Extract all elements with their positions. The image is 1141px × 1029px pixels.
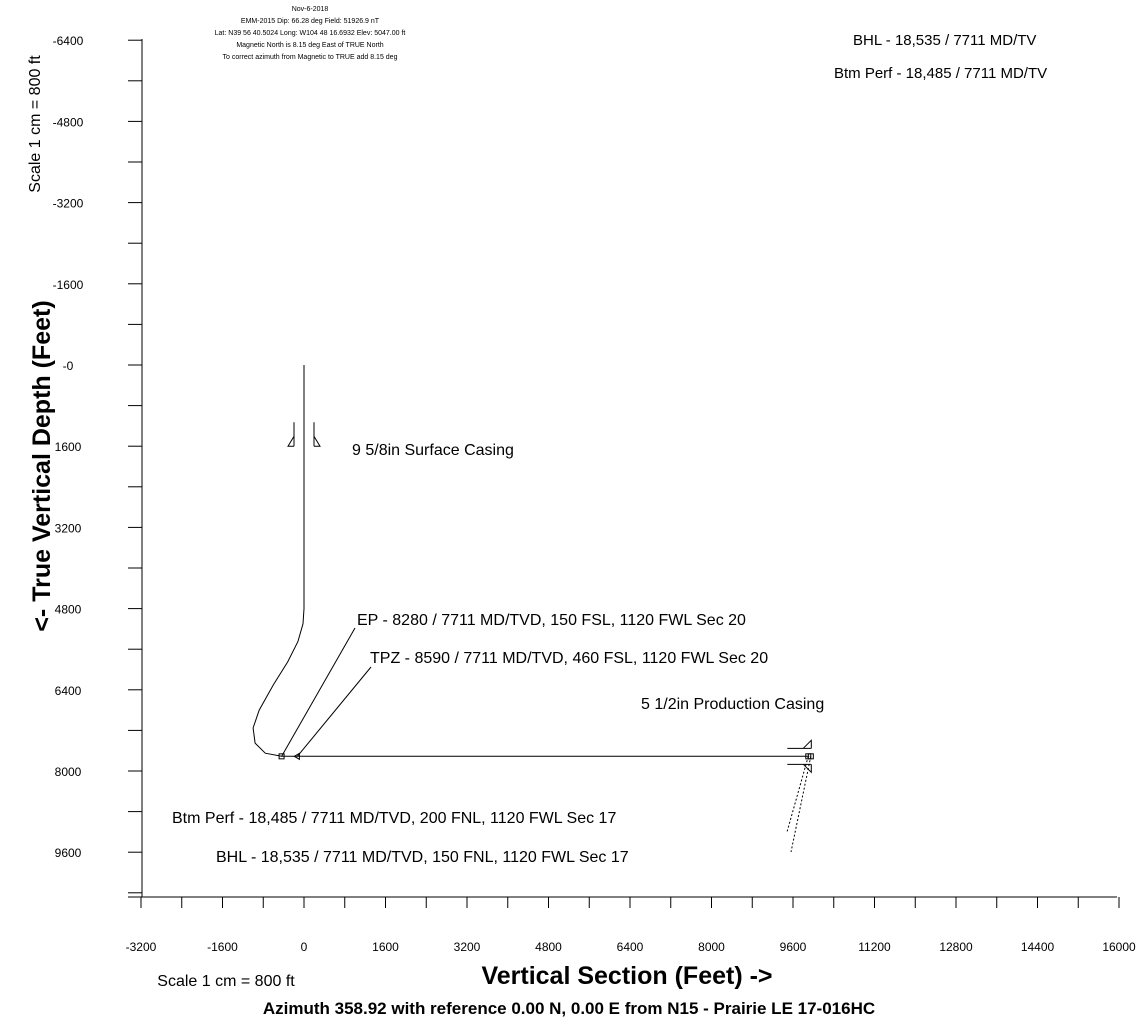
header-azimuth-correction: To correct azimuth from Magnetic to TRUE… — [223, 54, 398, 61]
axes — [128, 39, 1117, 898]
y-tick-label: 4800 — [55, 603, 82, 617]
y-tick-label: 1600 — [55, 440, 82, 454]
bhl-marker — [807, 753, 814, 760]
x-tick-label: 0 — [301, 940, 308, 954]
tpz-label: TPZ - 8590 / 7711 MD/TVD, 460 FSL, 1120 … — [370, 650, 768, 667]
y-tick-label: 9600 — [55, 846, 82, 860]
bhl-leader — [790, 756, 812, 853]
x-tick-label: 12800 — [939, 940, 973, 954]
surface-casing-right-shoe — [313, 435, 321, 447]
header-location: Lat: N39 56 40.5024 Long: W104 48 16.693… — [215, 30, 406, 37]
x-tick-label: 4800 — [535, 940, 562, 954]
x-tick-label: -1600 — [207, 940, 238, 954]
btm-perf-leader — [786, 756, 809, 833]
y-tick-label: -1600 — [53, 278, 84, 292]
y-tick-label: -0 — [63, 359, 74, 373]
well-path-series — [252, 365, 810, 757]
azimuth-label: Azimuth 358.92 with reference 0.00 N, 0.… — [263, 999, 875, 1018]
top-right-btm-perf: Btm Perf - 18,485 / 7711 MD/TV — [834, 65, 1047, 82]
y-axis-title: <- True Vertical Depth (Feet) — [28, 300, 56, 631]
markers — [278, 422, 814, 853]
x-axis-title: Vertical Section (Feet) -> — [481, 962, 772, 990]
top-right-bhl: BHL - 18,535 / 7711 MD/TV — [853, 32, 1036, 49]
ep-leader — [281, 627, 356, 757]
y-tick-label: 8000 — [55, 765, 82, 779]
y-scale-label: Scale 1 cm = 800 ft — [27, 55, 44, 193]
annotations: 9 5/8in Surface Casing EP - 8280 / 7711 … — [172, 442, 824, 866]
header-block: Nov-6-2018 EMM-2015 Dip: 66.28 deg Field… — [215, 6, 406, 61]
y-tick-label: -4800 — [53, 115, 84, 129]
well-path-line — [252, 365, 810, 757]
y-tick-label: 3200 — [55, 521, 82, 535]
x-tick-label: 3200 — [454, 940, 481, 954]
tpz-leader — [296, 666, 372, 757]
x-scale-label: Scale 1 cm = 800 ft — [157, 973, 295, 990]
x-tick-label: 1600 — [372, 940, 399, 954]
x-tick-label: 8000 — [698, 940, 725, 954]
bhl-label: BHL - 18,535 / 7711 MD/TVD, 150 FNL, 112… — [216, 849, 629, 866]
btm-perf-label: Btm Perf - 18,485 / 7711 MD/TVD, 200 FNL… — [172, 810, 616, 827]
production-casing-bottom-shoe — [802, 763, 812, 774]
header-date: Nov-6-2018 — [292, 6, 329, 13]
y-tick-label: -6400 — [53, 34, 84, 48]
x-tick-label: 9600 — [780, 940, 807, 954]
surface-casing-left-shoe — [287, 435, 295, 447]
x-tick-label: -3200 — [126, 940, 157, 954]
ep-marker — [278, 753, 285, 760]
x-ticks: -3200 -1600 0 1600 3200 4800 6400 8000 9600 11200… — [126, 897, 1136, 954]
production-casing-label: 5 1/2in Production Casing — [641, 696, 824, 713]
y-tick-label: -3200 — [53, 197, 84, 211]
production-casing-top-shoe — [802, 739, 812, 749]
x-tick-label: 16000 — [1102, 940, 1136, 954]
header-magnetic-north: Magnetic North is 8.15 deg East of TRUE … — [236, 42, 383, 49]
y-ticks: -6400 -4800 -3200 -1600 -0 1600 3200 4800 6400 80… — [53, 34, 142, 894]
x-tick-label: 14400 — [1021, 940, 1055, 954]
header-magnetic-model: EMM-2015 Dip: 66.28 deg Field: 51926.9 n… — [241, 18, 380, 25]
y-tick-label: 6400 — [55, 684, 82, 698]
tpz-marker — [293, 752, 300, 761]
ep-label: EP - 8280 / 7711 MD/TVD, 150 FSL, 1120 F… — [357, 612, 746, 629]
x-tick-label: 6400 — [617, 940, 644, 954]
surface-casing-label: 9 5/8in Surface Casing — [352, 442, 514, 459]
x-tick-label: 11200 — [858, 940, 891, 954]
